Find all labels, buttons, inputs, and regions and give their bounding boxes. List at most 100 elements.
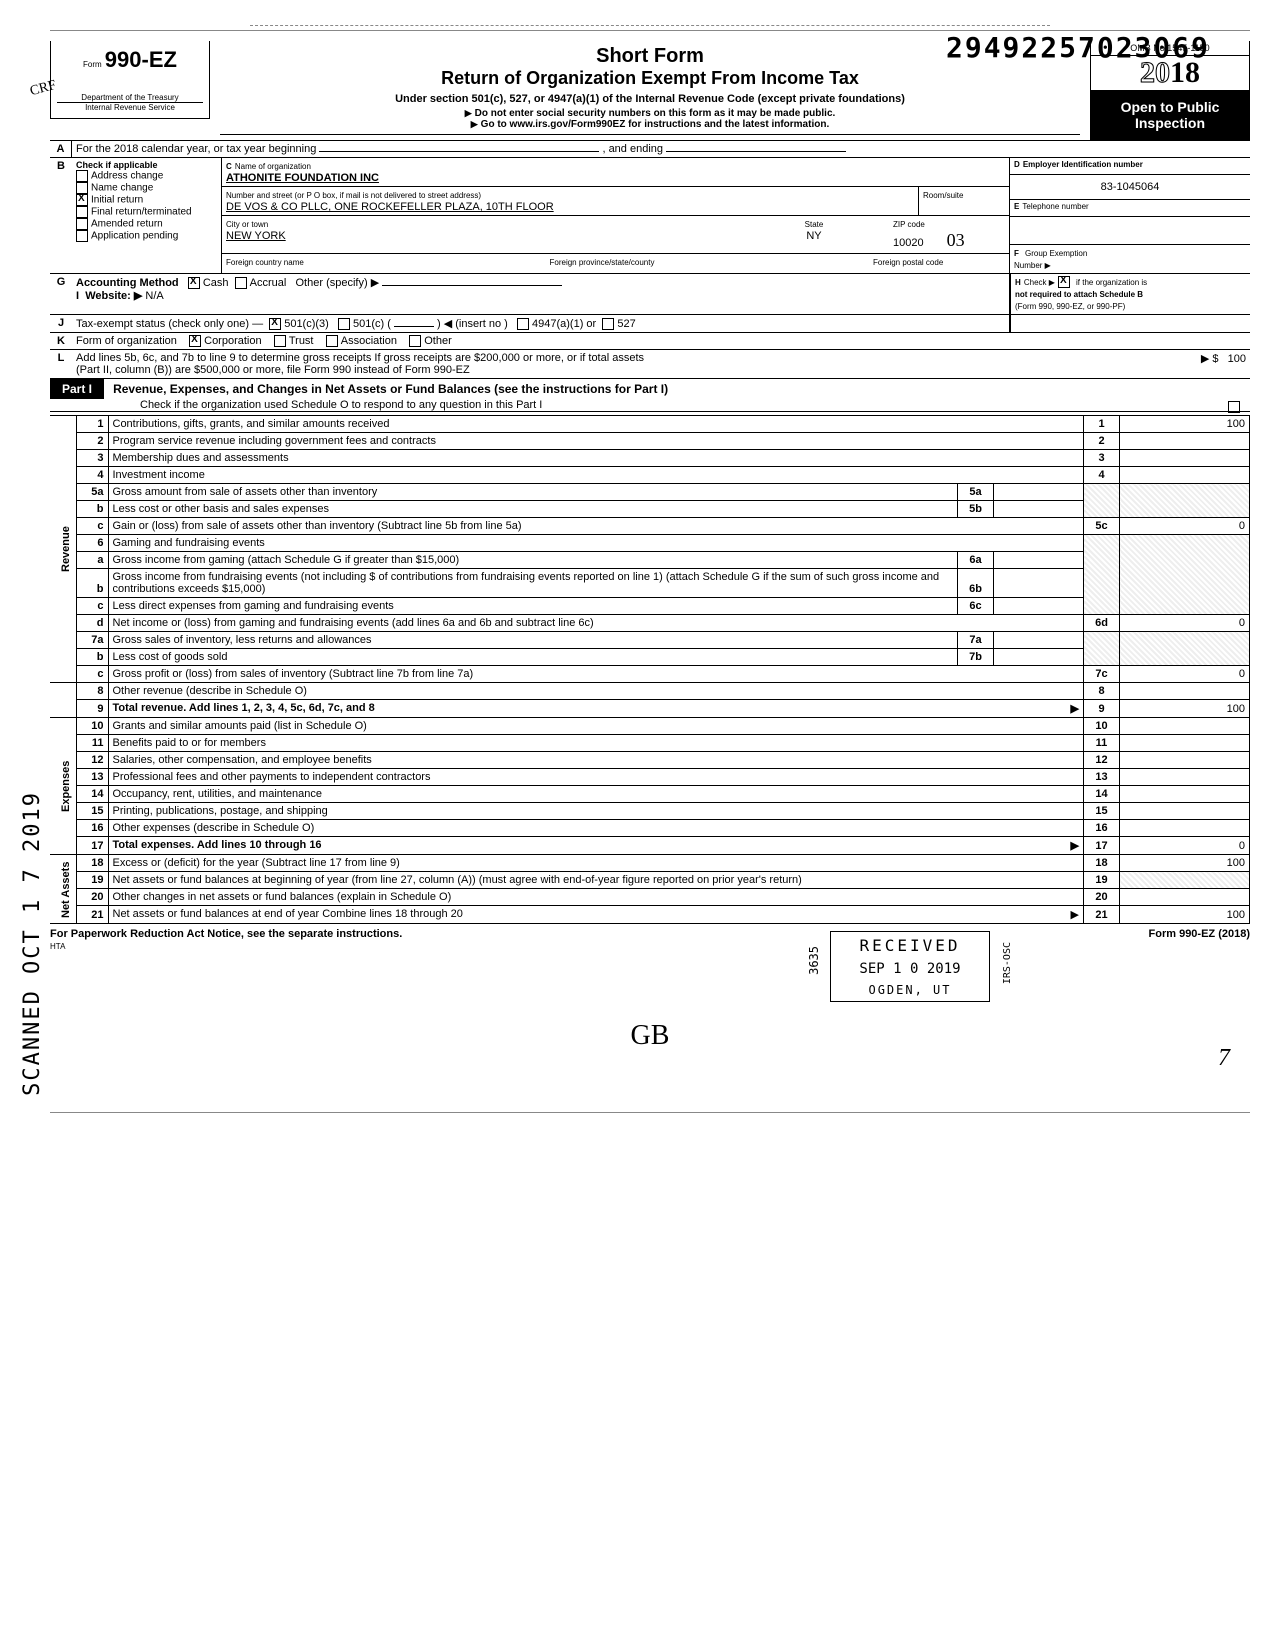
- line-5c-amount: 0: [1120, 518, 1250, 535]
- line-11-desc: Benefits paid to or for members: [108, 735, 1084, 752]
- cb-527[interactable]: [602, 318, 614, 330]
- cb-cash[interactable]: [188, 277, 200, 289]
- line-12-ref: 12: [1084, 752, 1120, 769]
- form-label: Form: [83, 60, 102, 69]
- dashed-rule: [250, 25, 1050, 26]
- F-text: Group Exemption: [1025, 249, 1087, 258]
- E-text: Telephone number: [1022, 202, 1088, 214]
- org-city: NEW YORK: [226, 230, 286, 242]
- cb-accrual[interactable]: [235, 277, 247, 289]
- shade-6: [1084, 535, 1120, 615]
- line-3-desc: Membership dues and assessments: [108, 450, 1084, 467]
- cb-address-change[interactable]: [76, 170, 88, 182]
- line-10-ref: 10: [1084, 718, 1120, 735]
- label-F: F: [1014, 249, 1019, 258]
- C-fpc-label: Foreign postal code: [873, 258, 943, 267]
- line-21-ref: 21: [1084, 906, 1120, 924]
- cb-association[interactable]: [326, 335, 338, 347]
- H-line2: not required to attach Schedule B: [1015, 290, 1143, 299]
- line-15-num: 15: [76, 803, 108, 820]
- line-18-num: 18: [76, 855, 108, 872]
- line-14-num: 14: [76, 786, 108, 803]
- line-13-amount: [1120, 769, 1250, 786]
- signature: GB: [631, 1020, 670, 1052]
- line-6c-box: 6c: [958, 598, 994, 615]
- footer-hta: HTA: [50, 942, 65, 951]
- L-value: 100: [1228, 353, 1246, 365]
- cb-schedule-b[interactable]: [1058, 276, 1070, 288]
- open-to-public: Open to Public Inspection: [1090, 90, 1250, 140]
- line-18-amount: 100: [1120, 855, 1250, 872]
- cb-trust[interactable]: [274, 335, 286, 347]
- line-12-amount: [1120, 752, 1250, 769]
- H-rest: if the organization is: [1076, 278, 1147, 287]
- line-2-desc: Program service revenue including govern…: [108, 433, 1084, 450]
- line-7b-num: b: [76, 649, 108, 666]
- K-text: Form of organization: [76, 335, 177, 347]
- cb-501c3[interactable]: [269, 318, 281, 330]
- cb-corporation[interactable]: [189, 335, 201, 347]
- line-1-amount: 100: [1120, 416, 1250, 433]
- line-16-amount: [1120, 820, 1250, 837]
- line-5c-num: c: [76, 518, 108, 535]
- G-text: Accounting Method: [76, 277, 179, 289]
- line-6c-num: c: [76, 598, 108, 615]
- J-text: Tax-exempt status (check only one) —: [76, 318, 263, 330]
- line-4-num: 4: [76, 467, 108, 484]
- line-21-desc: Net assets or fund balances at end of ye…: [113, 908, 463, 920]
- line-7b-box: 7b: [958, 649, 994, 666]
- line-14-desc: Occupancy, rent, utilities, and maintena…: [108, 786, 1084, 803]
- line-6a-inner: [994, 552, 1084, 569]
- stamp-scanned: SCANNED OCT 1 7 2019: [20, 791, 45, 1096]
- line-15-ref: 15: [1084, 803, 1120, 820]
- line-9-ref: 9: [1084, 700, 1120, 718]
- line-1-num: 1: [76, 416, 108, 433]
- section-revenue: Revenue: [50, 416, 76, 683]
- line-14-ref: 14: [1084, 786, 1120, 803]
- cb-final-return[interactable]: [76, 206, 88, 218]
- opt-501c-insert: ) ◀ (insert no ): [437, 318, 508, 330]
- cb-initial-return[interactable]: [76, 194, 88, 206]
- label-E: E: [1014, 202, 1019, 214]
- line-13-num: 13: [76, 769, 108, 786]
- cb-schedule-o[interactable]: [1228, 401, 1240, 413]
- stamp-received-date: SEP 1 0 2019: [841, 961, 979, 977]
- stamp-received-no: 3635: [807, 946, 821, 975]
- shade-7: [1084, 632, 1120, 666]
- line-18-desc: Excess or (deficit) for the year (Subtra…: [108, 855, 1084, 872]
- cb-other-org[interactable]: [409, 335, 421, 347]
- line-19-ref: 19: [1084, 872, 1120, 889]
- shade-6-amt: [1120, 535, 1250, 615]
- line-8-num: 8: [76, 683, 108, 700]
- line-4-desc: Investment income: [108, 467, 1084, 484]
- label-A: A: [50, 141, 72, 157]
- line-6a-box: 6a: [958, 552, 994, 569]
- F-number-label: Number ▶: [1014, 261, 1051, 270]
- line-16-ref: 16: [1084, 820, 1120, 837]
- lines-table: Revenue 1 Contributions, gifts, grants, …: [50, 415, 1250, 924]
- line-15-desc: Printing, publications, postage, and shi…: [108, 803, 1084, 820]
- line-10-num: 10: [76, 718, 108, 735]
- cb-amended-return[interactable]: [76, 218, 88, 230]
- line-7c-num: c: [76, 666, 108, 683]
- form-number-box: Form 990-EZ Department of the Treasury I…: [50, 41, 210, 119]
- cb-501c[interactable]: [338, 318, 350, 330]
- open-line1: Open to Public: [1095, 99, 1245, 115]
- line-18-ref: 18: [1084, 855, 1120, 872]
- opt-initial: Initial return: [91, 195, 143, 206]
- line-11-amount: [1120, 735, 1250, 752]
- C-room-label: Room/suite: [923, 191, 963, 200]
- line-7b-desc: Less cost of goods sold: [108, 649, 958, 666]
- line-6b-inner: [994, 569, 1084, 598]
- stamp-received-side: IRS-OSC: [1002, 942, 1013, 984]
- line-20-num: 20: [76, 889, 108, 906]
- line-5b-box: 5b: [958, 501, 994, 518]
- line-17-desc: Total expenses. Add lines 10 through 16: [113, 839, 322, 851]
- label-D: D: [1014, 160, 1020, 172]
- opt-amended: Amended return: [91, 219, 163, 230]
- cb-app-pending[interactable]: [76, 230, 88, 242]
- line-8-ref: 8: [1084, 683, 1120, 700]
- cb-4947[interactable]: [517, 318, 529, 330]
- line-6d-amount: 0: [1120, 615, 1250, 632]
- line-3-ref: 3: [1084, 450, 1120, 467]
